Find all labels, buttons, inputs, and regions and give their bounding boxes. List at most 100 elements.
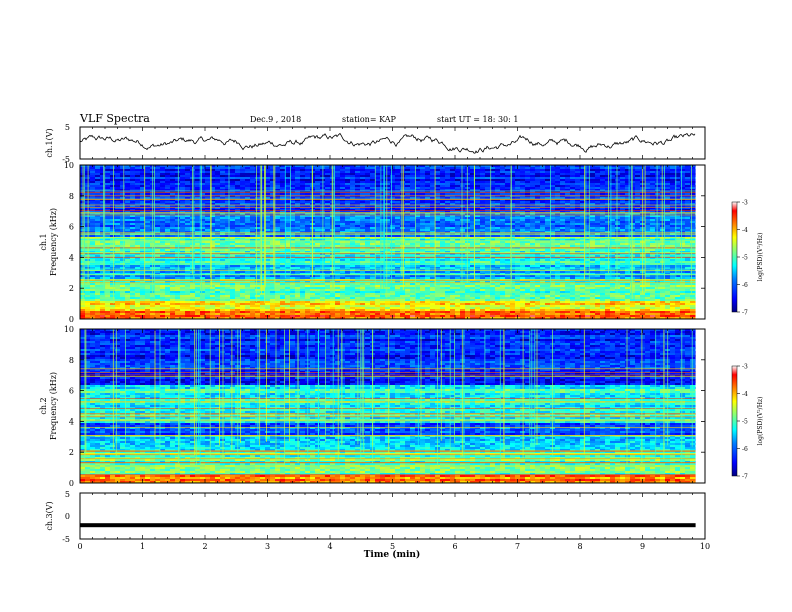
spectrogram-cell xyxy=(545,225,550,227)
spectrogram-cell xyxy=(590,169,595,171)
spectrogram-cell xyxy=(425,229,430,231)
spectrogram-cell xyxy=(155,185,160,187)
spectrogram-cell xyxy=(435,173,440,175)
spectrogram-cell xyxy=(650,181,655,183)
spectrogram-cell xyxy=(555,227,560,229)
spectrogram-cell xyxy=(525,181,530,183)
ch1-waveform-panel: 5 -5 ch.1(V) xyxy=(45,123,705,164)
spectrogram-cell xyxy=(145,175,150,177)
spectrogram-cell xyxy=(295,217,300,219)
spectrogram-cell xyxy=(375,201,380,203)
spectrogram-cell xyxy=(230,177,235,179)
spectrogram-cell xyxy=(105,229,110,231)
spectrogram-cell xyxy=(360,227,365,229)
spectrogram-cell xyxy=(300,179,305,181)
spectrogram-cell xyxy=(160,177,165,179)
spectrogram-cell xyxy=(115,175,120,177)
spectrogram-cell xyxy=(535,183,540,185)
spectrogram-cell xyxy=(385,229,390,231)
spectrogram-cell xyxy=(410,185,415,187)
spectrogram-cell xyxy=(325,227,330,229)
spectrogram-cell xyxy=(255,229,260,231)
spectrogram-cell xyxy=(565,217,570,219)
spectrogram-cell xyxy=(535,177,540,179)
spectrogram-cell xyxy=(495,229,500,231)
spectrogram-cell xyxy=(280,181,285,183)
spectrogram-cell xyxy=(335,179,340,181)
spectrogram-cell xyxy=(440,183,445,185)
spectrogram-cell xyxy=(315,183,320,185)
spectrogram-cell xyxy=(405,225,410,227)
spectrogram-cell xyxy=(575,173,580,175)
spectrogram-cell xyxy=(430,219,435,221)
spectrogram-cell xyxy=(175,167,180,169)
spectrogram-cell xyxy=(85,219,90,221)
spectrogram-cell xyxy=(395,185,400,187)
spectrogram-cell xyxy=(545,219,550,221)
spectrogram-cell xyxy=(520,217,525,219)
spectrogram-cell xyxy=(535,227,540,229)
spectrogram-cell xyxy=(575,229,580,231)
spectrogram-cell xyxy=(300,171,305,173)
spectrogram-cell xyxy=(280,167,285,169)
spectrogram-cell xyxy=(590,225,595,227)
spectrogram-cell xyxy=(425,185,430,187)
spectrogram-cell xyxy=(630,217,635,219)
spectrogram-cell xyxy=(650,217,655,219)
spectrogram-cell xyxy=(175,217,180,219)
spectrogram-cell xyxy=(455,219,460,221)
spectrogram-cell xyxy=(175,173,180,175)
spectrogram-cell xyxy=(355,221,360,223)
spectrogram-cell xyxy=(160,193,165,195)
spectrogram-cell xyxy=(495,173,500,175)
spectrogram-cell xyxy=(395,181,400,183)
spectrogram-cell xyxy=(375,179,380,181)
spectrogram-cell xyxy=(135,185,140,187)
spectrogram-cell xyxy=(285,217,290,219)
spectrogram-cell xyxy=(685,187,690,189)
spectrogram-cell xyxy=(305,181,310,183)
spectrogram-cell xyxy=(255,183,260,185)
spectrogram-cell xyxy=(600,169,605,171)
spectrogram-cell xyxy=(615,173,620,175)
spectrogram-cell xyxy=(280,227,285,229)
spectrogram-cell xyxy=(405,175,410,177)
spectrogram-cell xyxy=(325,225,330,227)
spectrogram-cell xyxy=(305,187,310,189)
spectrogram-cell xyxy=(195,223,200,225)
spectrogram-cell xyxy=(435,179,440,181)
spectrogram-cell xyxy=(350,187,355,189)
spectrogram-cell xyxy=(590,187,595,189)
spectrogram-cell xyxy=(90,227,95,229)
spectrogram-cell xyxy=(220,227,225,229)
spectrogram-cell xyxy=(525,183,530,185)
spectrogram-cell xyxy=(615,177,620,179)
spectrogram-cell xyxy=(160,173,165,175)
spectrogram-cell xyxy=(680,225,685,227)
spectrogram-cell xyxy=(175,185,180,187)
spectrogram-cell xyxy=(485,217,490,219)
spectrogram-cell xyxy=(445,201,450,203)
spectrogram-cell xyxy=(480,171,485,173)
spectrogram-cell xyxy=(450,201,455,203)
spectrogram-cell xyxy=(655,169,660,171)
spectrogram-cell xyxy=(665,169,670,171)
spectrogram-cell xyxy=(485,201,490,203)
spectrogram-cell xyxy=(225,181,230,183)
spectrogram-cell xyxy=(635,229,640,231)
spectrogram-cell xyxy=(340,225,345,227)
spectrogram-cell xyxy=(620,167,625,169)
spectrogram-cell xyxy=(110,167,115,169)
spectrogram-cell xyxy=(595,183,600,185)
spectrogram-cell xyxy=(375,229,380,231)
spectrogram-cell xyxy=(560,219,565,221)
spectrogram-cell xyxy=(605,181,610,183)
spectrogram-cell xyxy=(495,227,500,229)
spectrogram-cell xyxy=(250,169,255,171)
spectrogram-cell xyxy=(205,221,210,223)
spectrogram-cell xyxy=(600,223,605,225)
spectrogram-cell xyxy=(560,217,565,219)
spectrogram-cell xyxy=(560,171,565,173)
spectrogram-cell xyxy=(90,201,95,203)
